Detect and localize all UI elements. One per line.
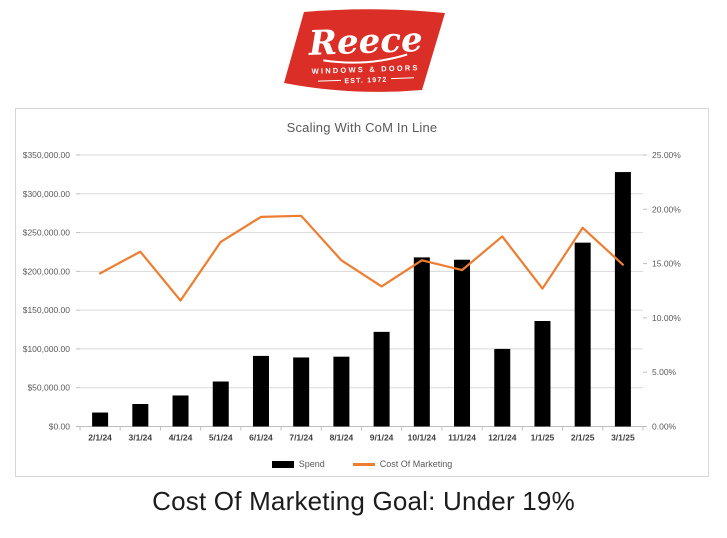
x-axis-label: 1/1/25	[531, 433, 555, 443]
logo-underline-swoosh	[323, 53, 408, 64]
spend-bar	[252, 355, 269, 427]
logo-tagline-text: WINDOWS & DOORS	[312, 63, 420, 76]
left-axis-label: $150,000.00	[23, 305, 71, 315]
right-axis-label: 20.00%	[652, 204, 681, 214]
right-axis-label: 25.00%	[652, 150, 681, 160]
x-axis-label: 4/1/24	[169, 433, 193, 443]
legend-item-spend: Spend	[271, 459, 325, 469]
spend-bar	[172, 395, 189, 427]
spend-bar	[494, 348, 511, 427]
x-axis-label: 9/1/24	[370, 433, 394, 443]
spend-bar	[373, 331, 390, 427]
right-axis-label: 15.00%	[652, 259, 681, 269]
left-axis-label: $250,000.00	[23, 228, 71, 238]
x-axis-label: 2/1/25	[571, 433, 595, 443]
x-axis-label: 6/1/24	[249, 433, 273, 443]
x-axis-label: 11/1/24	[448, 433, 476, 443]
spend-bar	[212, 381, 229, 427]
spend-bar	[614, 172, 631, 427]
spend-bar	[454, 259, 471, 427]
right-axis-label: 0.00%	[652, 422, 677, 432]
spend-swatch-icon	[271, 460, 294, 468]
com-swatch-icon	[352, 462, 375, 466]
x-axis-label: 3/1/25	[611, 433, 635, 443]
logo-established-text: EST. 1972	[344, 77, 387, 86]
x-axis-label: 12/1/24	[488, 433, 517, 443]
chart-plot-area: $0.00 $50,000.00 $100,000.00 $150,000.00 $20…	[23, 150, 682, 443]
logo-rule-left	[318, 79, 342, 82]
left-axis-label: $350,000.00	[23, 150, 71, 160]
logo-brand-text: Reece	[307, 20, 423, 64]
right-axis-label: 10.00%	[652, 313, 681, 323]
right-axis-label: 5.00%	[652, 367, 677, 377]
com-line	[99, 214, 624, 302]
left-axis-label: $300,000.00	[23, 189, 71, 199]
logo-rule-right	[390, 77, 414, 80]
reece-logo-graphic: Reece WINDOWS & DOORS EST. 1972	[284, 9, 445, 92]
x-axis-label: 7/1/24	[289, 433, 313, 443]
left-axis-label: $0.00	[49, 422, 71, 432]
spend-bar	[534, 321, 551, 427]
spend-bar	[92, 412, 109, 427]
spend-bar	[132, 404, 149, 427]
left-axis-label: $50,000.00	[27, 383, 70, 393]
reece-logo: Reece WINDOWS & DOORS EST. 1972	[281, 6, 448, 95]
x-axis-label: 10/1/24	[408, 433, 437, 443]
legend-label-com: Cost Of Marketing	[379, 459, 453, 469]
legend-label-spend: Spend	[298, 459, 325, 469]
chart-legend: Spend Cost Of Marketing	[16, 459, 708, 469]
spend-bar	[333, 356, 350, 427]
legend-item-com: Cost Of Marketing	[352, 459, 453, 469]
spend-bar	[293, 357, 310, 427]
left-axis-label: $100,000.00	[23, 344, 71, 354]
chart-container: $0.00 $50,000.00 $100,000.00 $150,000.00 $20…	[15, 108, 709, 477]
x-axis-label: 8/1/24	[330, 433, 354, 443]
x-axis-label: 5/1/24	[209, 433, 233, 443]
left-axis-label: $200,000.00	[23, 266, 71, 276]
goal-caption: Cost Of Marketing Goal: Under 19%	[152, 486, 575, 516]
spend-bar	[413, 257, 430, 427]
logo-flag-shape	[284, 9, 445, 92]
chart-title: Scaling With CoM In Line	[286, 120, 438, 135]
x-axis-label: 3/1/24	[129, 433, 153, 443]
spend-bar	[574, 242, 591, 427]
x-axis-label: 2/1/24	[88, 433, 112, 443]
